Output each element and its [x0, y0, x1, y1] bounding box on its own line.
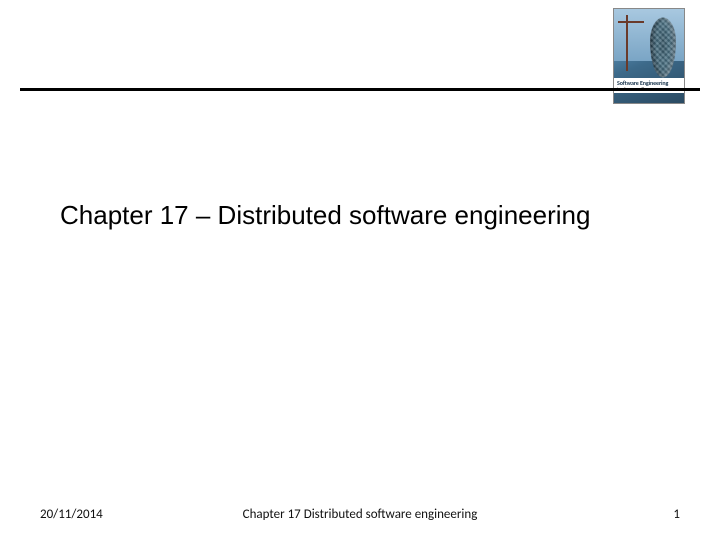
- crane-icon: [620, 15, 634, 71]
- header-divider: [20, 88, 700, 91]
- gherkin-building-icon: [650, 18, 676, 78]
- header: Software Engineering Ian Sommerville: [0, 0, 720, 100]
- book-cover-title: Software Engineering: [617, 80, 681, 86]
- slide-title: Chapter 17 – Distributed software engine…: [60, 200, 680, 231]
- footer-page-number: 1: [673, 507, 680, 522]
- footer-center-text: Chapter 17 Distributed software engineer…: [0, 507, 720, 522]
